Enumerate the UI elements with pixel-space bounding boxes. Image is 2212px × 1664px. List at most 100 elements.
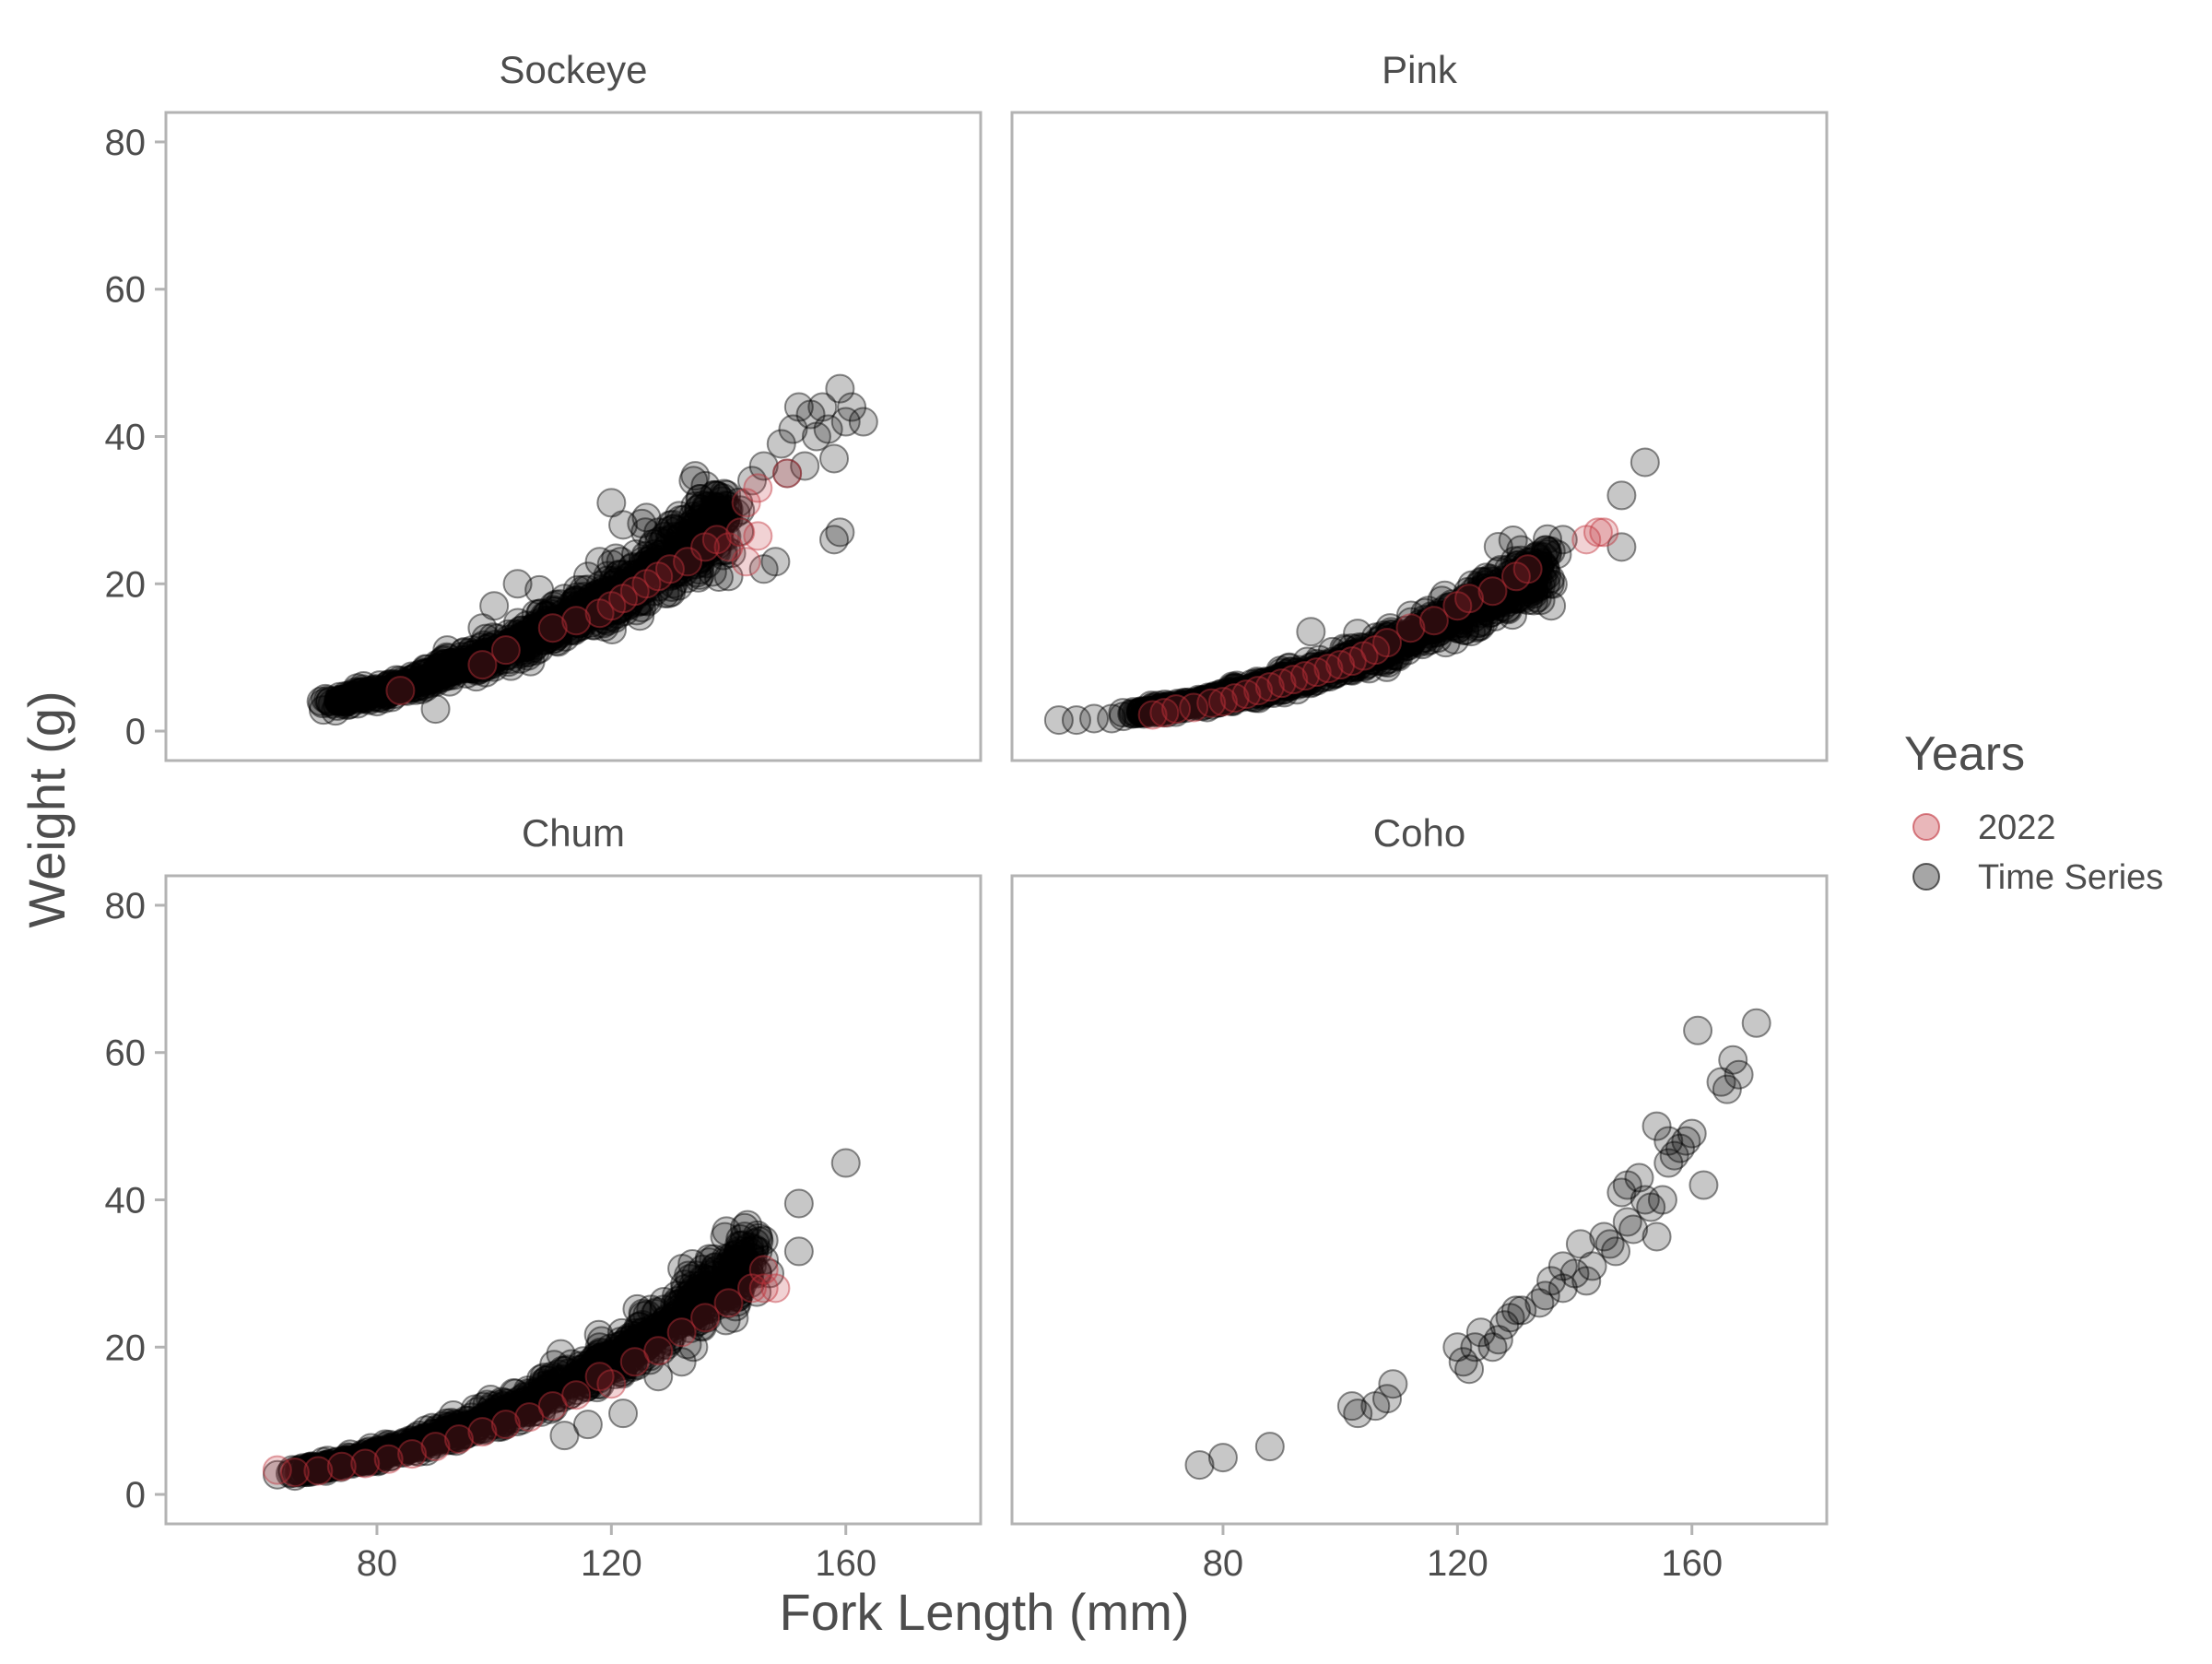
point-time-series: [597, 601, 628, 631]
point-time-series: [640, 538, 670, 569]
point-time-series: [701, 537, 732, 567]
point-time-series: [348, 684, 379, 714]
point-time-series: [308, 695, 338, 726]
point-time-series: [567, 602, 597, 632]
point-time-series: [632, 547, 663, 577]
point-time-series: [340, 682, 371, 713]
point-time-series: [441, 652, 472, 682]
point-time-series: [638, 529, 668, 560]
points-sockeye: [306, 373, 878, 726]
point-time-series: [434, 655, 465, 685]
point-time-series: [462, 655, 492, 686]
point-time-series: [375, 671, 406, 702]
point-time-series: [509, 617, 539, 647]
point-time-series: [710, 521, 740, 551]
point-time-series: [535, 611, 566, 642]
point-time-series: [370, 680, 400, 711]
point-time-series: [603, 594, 633, 624]
point-time-series: [602, 567, 632, 597]
point-time-series: [658, 513, 688, 544]
point-time-series: [581, 584, 611, 614]
point-time-series: [625, 564, 655, 595]
point-time-series: [635, 566, 665, 596]
point-time-series: [659, 558, 689, 588]
point-time-series: [544, 619, 574, 649]
point-time-series: [691, 532, 722, 562]
point-time-series: [566, 603, 596, 633]
point-time-series: [701, 492, 732, 523]
point-time-series: [467, 648, 498, 679]
point-time-series: [333, 686, 363, 716]
point-time-series: [680, 535, 711, 565]
point-time-series: [674, 524, 704, 554]
point-time-series: [513, 623, 544, 654]
point-time-series: [512, 631, 542, 662]
point-time-series: [575, 583, 606, 613]
point-time-series: [632, 572, 663, 603]
point-time-series: [1683, 1015, 1713, 1045]
point-time-series: [665, 521, 696, 551]
point-time-series: [439, 660, 469, 690]
point-time-series: [848, 407, 878, 437]
point-time-series: [422, 652, 453, 682]
point-time-series: [589, 612, 619, 643]
point-time-series: [394, 668, 424, 699]
point-time-series: [677, 502, 708, 532]
point-time-series: [708, 483, 738, 513]
point-time-series: [614, 579, 644, 609]
panel-pink: Pink: [1010, 48, 1829, 762]
point-time-series: [516, 625, 547, 655]
point-time-series: [640, 553, 670, 584]
point-time-series: [528, 623, 559, 654]
point-time-series: [577, 594, 607, 624]
point-time-series: [435, 647, 465, 678]
point-time-series: [1647, 1185, 1677, 1215]
point-time-series: [639, 554, 669, 584]
point-time-series: [783, 1236, 814, 1267]
point-time-series: [700, 519, 730, 549]
point-time-series: [532, 618, 562, 648]
point-time-series: [621, 596, 652, 626]
point-time-series: [466, 645, 497, 676]
point-time-series: [634, 546, 665, 576]
point-time-series: [615, 579, 645, 609]
point-time-series: [557, 603, 587, 633]
point-time-series: [445, 648, 476, 679]
point-time-series: [389, 674, 419, 704]
point-time-series: [542, 618, 572, 648]
point-time-series: [708, 540, 738, 571]
point-time-series: [328, 686, 359, 716]
point-time-series: [565, 589, 595, 620]
point-time-series: [376, 675, 406, 705]
point-time-series: [613, 590, 643, 620]
point-time-series: [380, 679, 410, 710]
point-time-series: [505, 624, 535, 655]
point-time-series: [685, 545, 715, 575]
point-time-series: [355, 676, 385, 706]
point-time-series: [532, 624, 562, 655]
point-time-series: [680, 461, 711, 491]
point-time-series: [603, 573, 633, 604]
point-time-series: [712, 496, 743, 526]
point-time-series: [628, 575, 658, 606]
point-time-series: [502, 631, 533, 661]
point-time-series: [712, 522, 742, 552]
point-time-series: [365, 670, 395, 701]
point-time-series: [538, 624, 569, 655]
point-time-series: [424, 655, 454, 686]
point-time-series: [630, 517, 661, 548]
point-time-series: [604, 594, 634, 624]
point-time-series: [515, 628, 546, 658]
point-time-series: [438, 648, 468, 679]
point-time-series: [372, 679, 403, 710]
point-time-series: [652, 546, 682, 576]
point-time-series: [324, 684, 354, 714]
point-time-series: [687, 518, 717, 549]
point-time-series: [659, 521, 689, 551]
point-time-series: [524, 623, 555, 654]
point-time-series: [461, 651, 491, 681]
legend: Years 2022 Time Series: [1904, 727, 2163, 897]
point-time-series: [324, 681, 355, 712]
point-time-series: [606, 580, 636, 610]
